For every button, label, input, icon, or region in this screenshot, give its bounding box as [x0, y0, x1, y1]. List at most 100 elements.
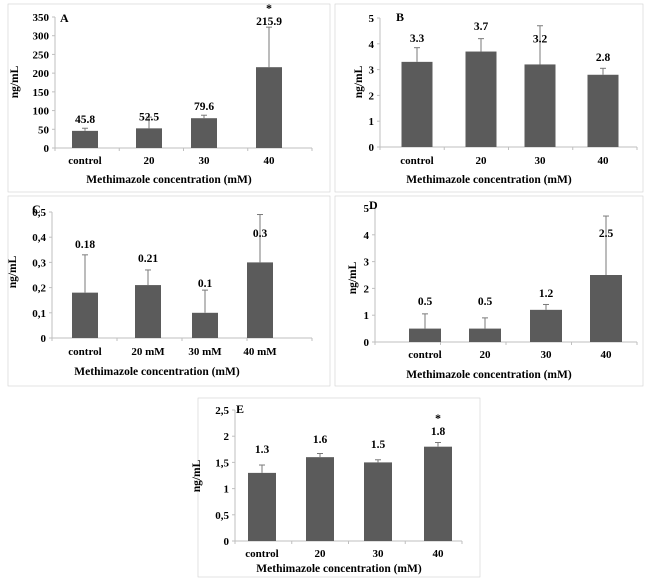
data-label: 0.3 — [253, 228, 268, 240]
x-axis-title: Methimazole concentration (mM) — [86, 174, 252, 186]
chart-panel-d: 0 1 2 3 4 5 0.5 control 0.5 20 1.2 30 2.5 40 Methimazo… — [334, 195, 644, 387]
x-category-label: 30 — [541, 349, 553, 361]
x-category-label: control — [400, 155, 433, 167]
data-label: 1.8 — [431, 426, 446, 438]
bar — [409, 328, 441, 342]
y-tick-label: 1 — [369, 116, 375, 128]
panel-frame — [7, 195, 331, 387]
x-category-label: 40 — [264, 155, 276, 167]
x-axis-title: Methimazole concentration (mM) — [406, 369, 572, 381]
bar — [530, 309, 562, 342]
x-category-label: 40 — [598, 155, 610, 167]
x-category-label: control — [245, 548, 278, 560]
y-tick-label: 0 — [44, 143, 50, 155]
chart-panel-c: 0 0,1 0,2 0,3 0,4 0,5 0.18 control 0.21 20 mM 0.1 3… — [7, 195, 331, 387]
x-category-label: 20 mM — [131, 346, 165, 358]
y-tick-label: 2 — [364, 283, 370, 295]
panel-letter: C — [32, 202, 41, 216]
significance-marker: * — [435, 411, 441, 425]
x-category-label: control — [68, 155, 101, 167]
bar — [306, 457, 334, 541]
significance-marker: * — [266, 1, 272, 15]
y-tick-label: 3 — [364, 257, 370, 269]
data-label: 3.7 — [474, 21, 489, 33]
panel-frame — [334, 3, 644, 193]
y-tick-label: 5 — [364, 203, 370, 215]
data-label: 0.5 — [418, 296, 433, 308]
data-label: 3.3 — [410, 33, 425, 45]
bar — [72, 130, 98, 148]
data-label: 2.5 — [599, 228, 614, 240]
x-category-label: 30 — [199, 155, 211, 167]
data-label: 1.2 — [539, 288, 554, 300]
x-axis-title: Methimazole concentration (mM) — [74, 366, 240, 378]
bar — [524, 64, 556, 147]
y-tick-label: 2,5 — [215, 405, 229, 417]
data-label: 0.21 — [138, 253, 158, 265]
bar — [590, 275, 622, 342]
data-label: 3.2 — [533, 33, 548, 45]
y-tick-label: 0,5 — [32, 207, 46, 219]
bar — [135, 285, 161, 338]
y-tick-label: 1,5 — [215, 457, 229, 469]
bar — [424, 446, 452, 541]
x-axis-title: Methimazole concentration (mM) — [256, 563, 422, 575]
x-category-label: 20 — [480, 349, 492, 361]
y-tick-label: 100 — [33, 106, 50, 118]
y-tick-label: 0 — [369, 142, 375, 154]
bar — [248, 472, 276, 541]
bar — [136, 128, 162, 148]
chart-panel-a: 0 50 100 150 200 250 300 350 45.8 control 52.5 20 79… — [7, 1, 331, 193]
bar — [72, 292, 98, 338]
x-category-label: 40 mM — [243, 346, 277, 358]
y-tick-label: 0 — [364, 337, 370, 349]
panel-letter: A — [60, 11, 69, 25]
x-category-label: 30 — [535, 155, 547, 167]
y-tick-label: 150 — [33, 87, 50, 99]
y-tick-label: 1 — [224, 484, 230, 496]
panel-frame — [197, 397, 481, 578]
y-tick-label: 50 — [38, 124, 50, 136]
y-tick-label: 0,1 — [32, 308, 46, 320]
x-category-label: 30 — [373, 548, 385, 560]
data-label: 52.5 — [139, 111, 159, 123]
bar — [364, 462, 392, 541]
data-label: 1.6 — [313, 434, 328, 446]
data-label: 0.18 — [75, 239, 95, 251]
panel-letter: B — [396, 10, 404, 24]
x-axis-title: Methimazole concentration (mM) — [406, 174, 572, 186]
chart-panel-b: 0 1 2 3 4 5 3.3 control 3.7 20 3.2 30 2.8 40 Methimazo… — [334, 3, 644, 193]
y-tick-label: 2 — [224, 431, 230, 443]
y-axis-title: ng/mL — [353, 65, 365, 98]
bar — [469, 328, 501, 342]
y-tick-label: 300 — [33, 31, 50, 43]
data-label: 1.5 — [371, 439, 386, 451]
panel-frame — [334, 195, 644, 387]
y-tick-label: 250 — [33, 49, 50, 61]
y-tick-label: 0,4 — [32, 232, 46, 244]
y-tick-label: 0,3 — [32, 257, 46, 269]
y-axis-title: ng/mL — [191, 459, 203, 492]
data-label: 1.3 — [255, 444, 270, 456]
bar — [401, 61, 433, 147]
data-label: 0.1 — [198, 278, 213, 290]
x-category-label: 40 — [601, 349, 613, 361]
x-category-label: control — [408, 349, 441, 361]
y-tick-label: 0,5 — [215, 510, 229, 522]
x-category-label: 20 — [476, 155, 488, 167]
x-category-label: 20 — [315, 548, 327, 560]
y-tick-label: 0 — [224, 536, 230, 548]
x-category-label: 40 — [433, 548, 445, 560]
data-label: 79.6 — [194, 101, 214, 113]
data-label: 2.8 — [596, 52, 611, 64]
y-tick-label: 2 — [369, 90, 375, 102]
y-tick-label: 5 — [369, 13, 375, 25]
y-axis-title: ng/mL — [347, 261, 359, 294]
data-label: 0.5 — [478, 296, 493, 308]
x-category-label: control — [68, 346, 101, 358]
y-tick-label: 1 — [364, 310, 370, 322]
bar — [192, 312, 218, 338]
y-tick-label: 350 — [33, 12, 50, 24]
data-label: 45.8 — [75, 114, 95, 126]
